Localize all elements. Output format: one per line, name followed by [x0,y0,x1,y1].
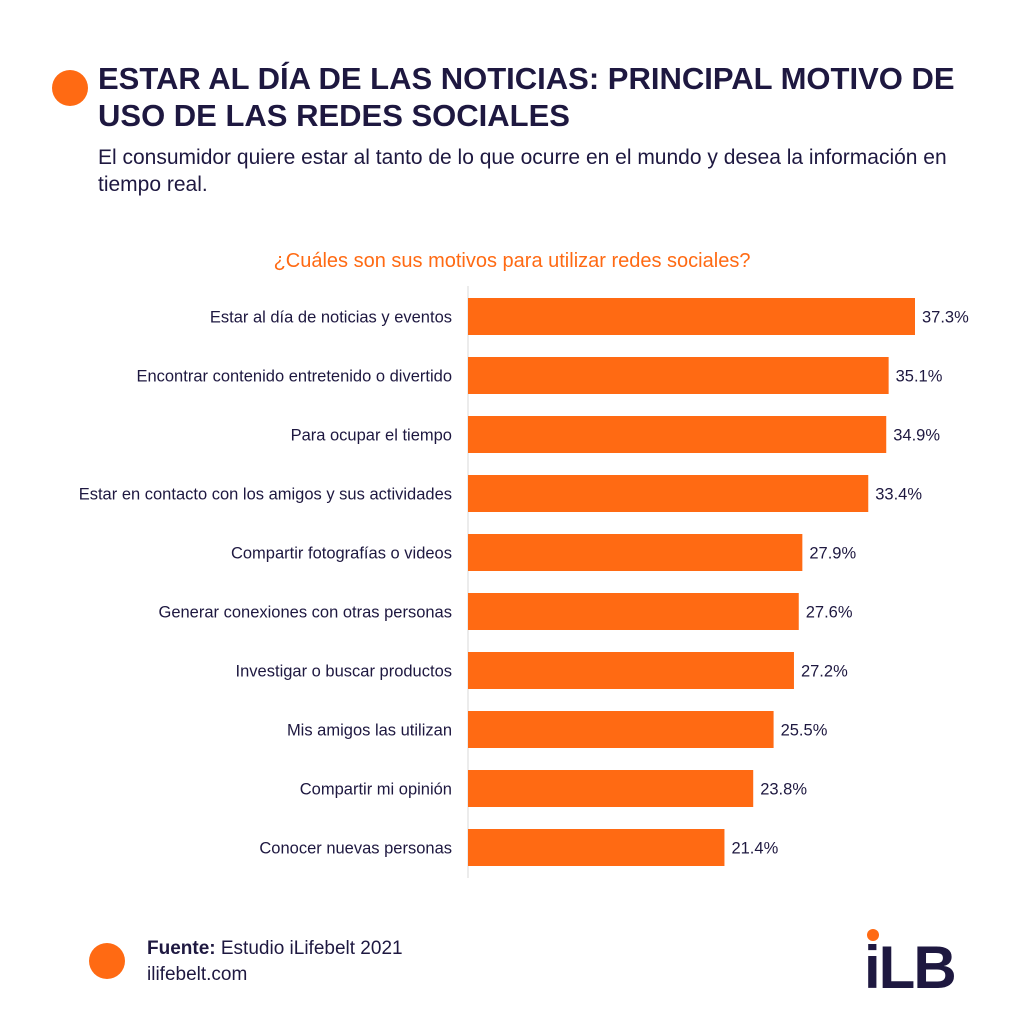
bar-8 [468,770,754,807]
category-label-6: Investigar o buscar productos [236,663,452,681]
bar-chart: Estar al día de noticias y eventos 37.3% E… [79,286,969,878]
value-label-3: 33.4% [875,486,922,504]
category-label-9: Conocer nuevas personas [259,840,452,858]
value-label-8: 23.8% [760,781,807,799]
bar-6 [468,652,794,689]
source-text: Estudio iLifebelt 2021 [215,938,403,959]
page-title: ESTAR AL DÍA DE LAS NOTICIAS: PRINCIPAL … [98,61,955,133]
page-subtitle: El consumidor quiere estar al tanto de l… [98,146,947,196]
value-label-9: 21.4% [731,840,778,858]
title-bullet-dot [52,70,88,106]
bar-9 [468,829,725,866]
value-label-2: 34.9% [893,427,940,445]
source-label: Fuente: [147,938,216,959]
category-label-0: Estar al día de noticias y eventos [210,309,452,327]
value-label-5: 27.6% [806,604,853,622]
value-label-7: 25.5% [781,722,828,740]
bar-2 [468,416,887,453]
footer-bullet-dot [89,943,125,979]
bar-5 [468,593,799,630]
category-label-8: Compartir mi opinión [300,781,452,799]
category-label-3: Estar en contacto con los amigos y sus a… [79,486,452,504]
bar-0 [468,298,915,335]
value-label-1: 35.1% [896,368,943,386]
category-label-7: Mis amigos las utilizan [287,722,452,740]
value-label-4: 27.9% [809,545,856,563]
bar-7 [468,711,774,748]
logo-text: iLB [864,934,955,994]
category-label-4: Compartir fotografías o videos [231,545,452,563]
category-label-1: Encontrar contenido entretenido o divert… [136,368,452,386]
logo-i-dot [867,929,879,941]
value-label-0: 37.3% [922,309,969,327]
category-label-2: Para ocupar el tiempo [291,427,452,445]
value-label-6: 27.2% [801,663,848,681]
bar-3 [468,475,869,512]
bar-4 [468,534,803,571]
bar-1 [468,357,889,394]
footer-website: ilifebelt.com [147,964,248,985]
ilb-logo: iLB [864,929,957,994]
category-label-5: Generar conexiones con otras personas [158,604,452,622]
footer-source: Fuente: Estudio iLifebelt 2021 [147,936,403,962]
chart-title: ¿Cuáles son sus motivos para utilizar re… [273,250,751,272]
